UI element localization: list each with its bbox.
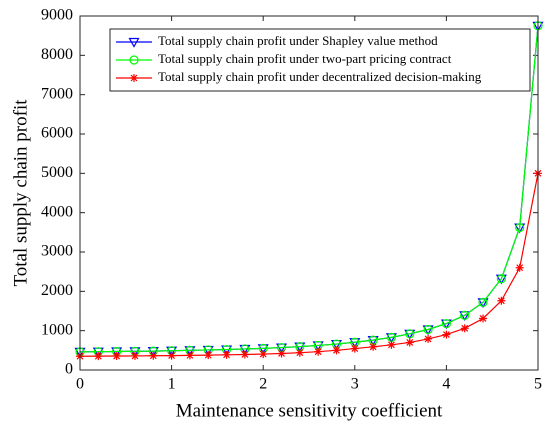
marker	[405, 338, 414, 347]
marker	[386, 332, 397, 342]
marker	[332, 346, 341, 355]
y-tick-label: 2000	[41, 282, 73, 299]
marker	[405, 329, 415, 339]
marker	[75, 347, 85, 357]
x-axis-label: Maintenance sensitivity coefficient	[176, 400, 443, 421]
y-tick-label: 9000	[41, 7, 73, 24]
y-tick-label: 7000	[41, 85, 73, 102]
marker	[259, 350, 268, 359]
legend: Total supply chain profit under Shapley …	[109, 28, 531, 92]
marker	[387, 340, 396, 349]
marker	[129, 55, 139, 65]
marker	[442, 330, 451, 339]
marker	[368, 335, 378, 345]
series-line	[79, 25, 539, 353]
x-tick-label: 0	[76, 376, 84, 393]
marker	[350, 344, 359, 353]
x-tick-label: 4	[442, 376, 450, 393]
x-tick-label: 5	[534, 376, 542, 393]
marker	[369, 342, 378, 351]
marker	[130, 351, 139, 360]
y-tick-label: 6000	[41, 125, 73, 142]
marker	[423, 324, 433, 335]
marker	[479, 314, 488, 323]
marker	[533, 21, 543, 31]
marker	[128, 37, 140, 48]
marker	[277, 349, 286, 358]
marker	[94, 352, 103, 361]
marker	[204, 351, 213, 360]
legend-label: Total supply chain profit under two-part…	[158, 51, 452, 66]
y-tick-label: 0	[65, 361, 73, 378]
marker	[112, 352, 121, 361]
marker	[460, 310, 470, 320]
x-tick-label: 3	[351, 376, 359, 393]
marker	[130, 74, 138, 82]
marker	[148, 346, 158, 356]
legend-label: Total supply chain profit under decentra…	[158, 69, 482, 84]
marker	[167, 351, 176, 360]
legend-label: Total supply chain profit under Shapley …	[158, 33, 438, 48]
marker	[515, 223, 525, 233]
y-tick-label: 3000	[41, 243, 73, 260]
marker	[497, 296, 506, 305]
y-tick-label: 5000	[41, 164, 73, 181]
marker	[496, 274, 506, 284]
axes-box	[79, 15, 539, 371]
x-tick-label: 2	[259, 376, 267, 393]
marker	[460, 324, 469, 333]
marker	[240, 350, 249, 359]
marker	[515, 263, 524, 272]
marker	[441, 318, 452, 329]
y-tick-label: 1000	[41, 321, 73, 338]
y-tick-label: 4000	[41, 203, 73, 220]
y-tick-label: 8000	[41, 46, 73, 63]
marker	[185, 351, 194, 360]
marker	[149, 351, 158, 360]
marker	[130, 346, 140, 356]
marker	[478, 297, 488, 307]
legend-box	[109, 28, 531, 92]
y-axis-label: Total supply chain profit	[10, 99, 31, 287]
marker	[222, 350, 231, 359]
x-tick-label: 1	[168, 376, 176, 393]
marker	[112, 346, 122, 357]
marker	[314, 347, 323, 356]
marker	[93, 347, 103, 357]
marker	[295, 348, 304, 357]
marker	[424, 334, 433, 343]
